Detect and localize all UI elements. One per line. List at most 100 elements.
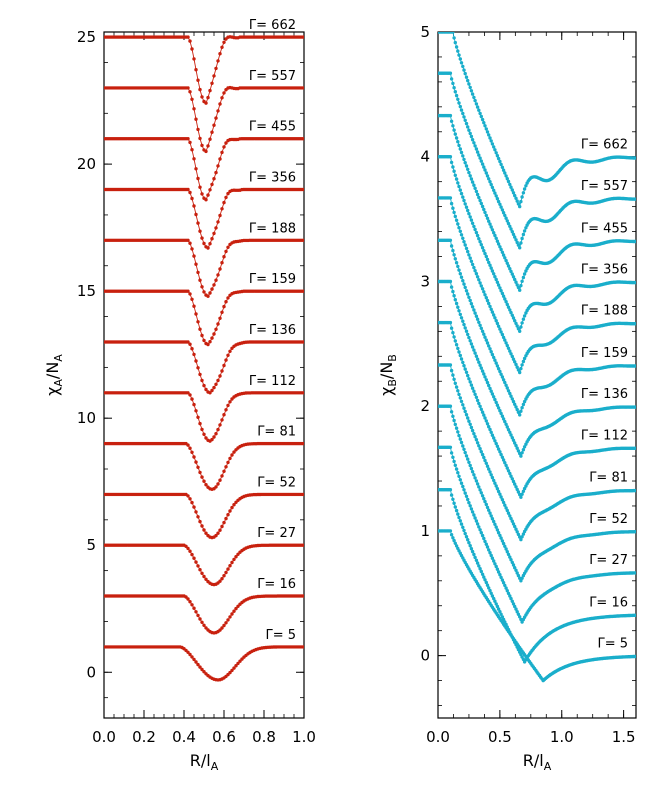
data-point	[504, 300, 508, 304]
series-label: Γ= 52	[257, 475, 296, 490]
data-point	[220, 577, 224, 581]
data-point	[194, 167, 198, 171]
series-label: Γ= 188	[581, 304, 628, 319]
data-point	[232, 557, 236, 562]
y-axis-label: χB/NB	[377, 354, 399, 396]
data-point	[501, 211, 506, 215]
data-point	[493, 439, 497, 443]
data-point	[218, 579, 222, 583]
data-point	[478, 111, 482, 116]
data-point	[226, 567, 230, 571]
data-point	[196, 78, 200, 82]
data-point	[454, 93, 459, 98]
data-point	[459, 61, 464, 65]
data-point	[470, 180, 475, 184]
data-point	[469, 342, 474, 346]
series-4	[438, 155, 636, 333]
series-6	[438, 238, 636, 417]
data-point	[524, 184, 528, 188]
data-point	[186, 187, 190, 192]
data-point	[474, 147, 479, 151]
data-point	[504, 174, 508, 178]
data-point	[467, 419, 471, 423]
data-point	[514, 527, 518, 531]
data-point	[216, 378, 220, 383]
data-point	[501, 378, 506, 382]
data-point	[519, 325, 523, 329]
data-point	[461, 111, 465, 116]
data-point	[452, 459, 456, 464]
data-point	[216, 220, 220, 224]
data-point	[464, 494, 469, 498]
data-point	[458, 57, 462, 61]
data-point	[498, 245, 502, 249]
data-point	[509, 310, 513, 315]
data-point	[468, 544, 472, 548]
series-2	[104, 85, 304, 154]
x-tick-label: 0.0	[426, 728, 450, 746]
data-point	[474, 438, 479, 442]
data-point	[473, 516, 477, 520]
data-point	[515, 530, 519, 534]
data-point	[452, 335, 456, 339]
y-tick-label: 1	[420, 522, 430, 540]
data-point	[448, 279, 453, 284]
data-point	[483, 210, 487, 215]
data-point	[462, 240, 466, 244]
data-point	[490, 392, 495, 396]
series-1	[104, 35, 304, 105]
data-point	[200, 378, 204, 383]
data-point	[477, 320, 481, 324]
data-point	[206, 342, 210, 347]
series-label: Γ= 16	[257, 577, 296, 592]
data-point	[499, 411, 503, 416]
data-point	[511, 563, 516, 567]
data-point	[487, 586, 491, 590]
data-point	[186, 238, 190, 242]
data-point	[448, 404, 453, 408]
data-point	[478, 567, 482, 571]
data-point	[456, 430, 460, 434]
data-point	[495, 154, 500, 158]
data-point	[482, 413, 486, 417]
data-point	[501, 168, 506, 172]
data-point	[499, 247, 503, 252]
data-point	[220, 96, 224, 100]
data-point	[475, 561, 480, 565]
data-point	[499, 372, 503, 376]
data-point	[216, 427, 220, 432]
data-point	[210, 81, 214, 86]
data-point	[208, 137, 212, 141]
data-point	[462, 115, 466, 119]
data-point	[198, 229, 202, 233]
data-point	[516, 327, 521, 331]
data-point	[634, 446, 636, 450]
data-point	[457, 433, 461, 438]
data-point	[470, 386, 475, 390]
data-point	[510, 354, 514, 359]
data-point	[477, 444, 481, 448]
data-point	[192, 606, 196, 610]
data-point	[457, 101, 461, 105]
data-point	[192, 657, 196, 662]
data-point	[513, 441, 517, 445]
data-point	[452, 538, 456, 543]
data-point	[218, 52, 222, 56]
data-point	[234, 555, 238, 559]
data-point	[488, 136, 492, 140]
data-point	[634, 654, 636, 659]
data-point	[475, 398, 480, 403]
data-point	[494, 525, 498, 529]
series-10	[438, 404, 636, 583]
data-point	[461, 484, 465, 489]
data-point	[634, 239, 636, 244]
data-point	[196, 515, 200, 519]
data-point	[500, 498, 505, 502]
data-point	[202, 574, 206, 579]
data-point	[457, 515, 461, 520]
data-point	[198, 327, 202, 331]
data-point	[634, 364, 636, 368]
data-point	[202, 623, 206, 627]
data-point	[496, 489, 501, 494]
data-point	[222, 304, 226, 309]
